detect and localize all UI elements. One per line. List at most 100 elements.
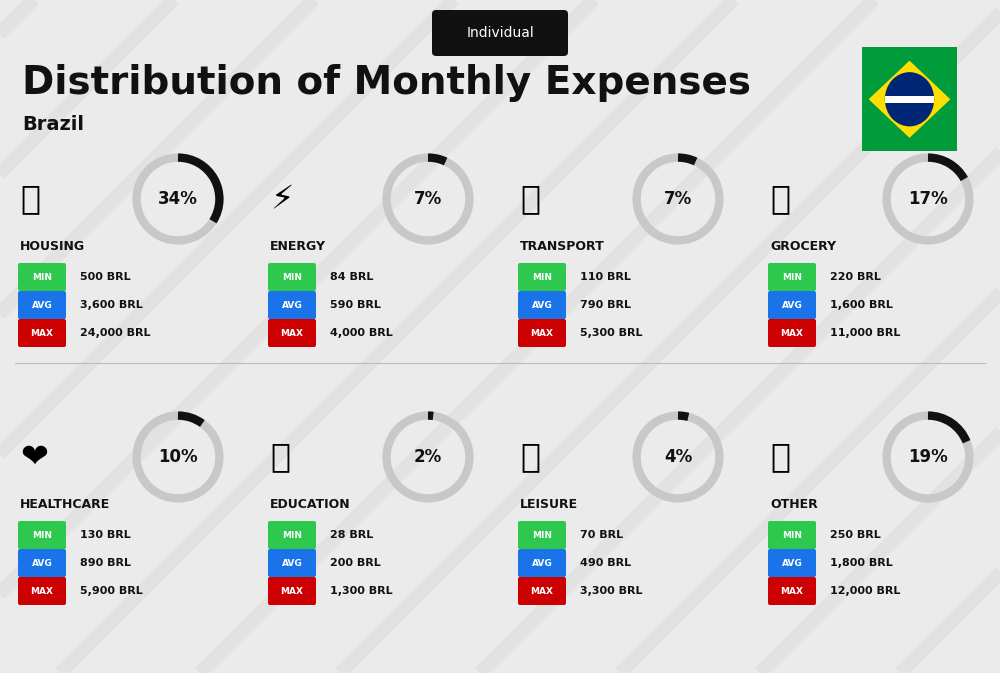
Text: 🛒: 🛒 xyxy=(770,182,790,215)
Text: 5,300 BRL: 5,300 BRL xyxy=(580,328,642,338)
Text: EDUCATION: EDUCATION xyxy=(270,499,351,511)
Text: Brazil: Brazil xyxy=(22,116,84,135)
Text: 💰: 💰 xyxy=(770,441,790,474)
Text: LEISURE: LEISURE xyxy=(520,499,578,511)
Text: ⚡: ⚡ xyxy=(270,182,293,215)
Text: MAX: MAX xyxy=(31,586,54,596)
Text: 3,600 BRL: 3,600 BRL xyxy=(80,300,143,310)
Text: TRANSPORT: TRANSPORT xyxy=(520,240,605,254)
Text: HEALTHCARE: HEALTHCARE xyxy=(20,499,110,511)
Text: MIN: MIN xyxy=(782,530,802,540)
FancyBboxPatch shape xyxy=(432,10,568,56)
Text: 250 BRL: 250 BRL xyxy=(830,530,881,540)
Text: HOUSING: HOUSING xyxy=(20,240,85,254)
Text: 7%: 7% xyxy=(664,190,692,208)
Text: 220 BRL: 220 BRL xyxy=(830,272,881,282)
Text: MIN: MIN xyxy=(782,273,802,281)
Text: 490 BRL: 490 BRL xyxy=(580,558,631,568)
Text: 70 BRL: 70 BRL xyxy=(580,530,623,540)
Text: 130 BRL: 130 BRL xyxy=(80,530,131,540)
Text: AVG: AVG xyxy=(532,559,552,567)
Text: 2%: 2% xyxy=(414,448,442,466)
Text: AVG: AVG xyxy=(32,559,52,567)
Text: OTHER: OTHER xyxy=(770,499,818,511)
Text: AVG: AVG xyxy=(32,301,52,310)
Text: 34%: 34% xyxy=(158,190,198,208)
Text: 110 BRL: 110 BRL xyxy=(580,272,631,282)
Text: 24,000 BRL: 24,000 BRL xyxy=(80,328,150,338)
Text: MAX: MAX xyxy=(530,328,554,337)
FancyBboxPatch shape xyxy=(18,263,66,291)
Text: AVG: AVG xyxy=(782,559,802,567)
Text: MIN: MIN xyxy=(532,530,552,540)
Text: 200 BRL: 200 BRL xyxy=(330,558,381,568)
Text: 28 BRL: 28 BRL xyxy=(330,530,373,540)
Text: GROCERY: GROCERY xyxy=(770,240,836,254)
Text: 🛍: 🛍 xyxy=(520,441,540,474)
Text: 10%: 10% xyxy=(158,448,198,466)
FancyBboxPatch shape xyxy=(768,291,816,319)
Text: MAX: MAX xyxy=(780,328,804,337)
Text: 500 BRL: 500 BRL xyxy=(80,272,131,282)
FancyBboxPatch shape xyxy=(18,577,66,605)
Text: 17%: 17% xyxy=(908,190,948,208)
Text: MIN: MIN xyxy=(32,273,52,281)
FancyBboxPatch shape xyxy=(518,291,566,319)
FancyBboxPatch shape xyxy=(518,577,566,605)
Text: AVG: AVG xyxy=(282,301,302,310)
FancyBboxPatch shape xyxy=(18,549,66,577)
FancyBboxPatch shape xyxy=(768,549,816,577)
FancyBboxPatch shape xyxy=(518,521,566,549)
Text: 4,000 BRL: 4,000 BRL xyxy=(330,328,393,338)
Text: MAX: MAX xyxy=(281,586,304,596)
Text: MAX: MAX xyxy=(31,328,54,337)
Text: 19%: 19% xyxy=(908,448,948,466)
Text: MAX: MAX xyxy=(780,586,804,596)
Text: 🎓: 🎓 xyxy=(270,441,290,474)
Text: MAX: MAX xyxy=(281,328,304,337)
Text: MAX: MAX xyxy=(530,586,554,596)
FancyBboxPatch shape xyxy=(268,263,316,291)
Text: 890 BRL: 890 BRL xyxy=(80,558,131,568)
Text: Distribution of Monthly Expenses: Distribution of Monthly Expenses xyxy=(22,64,751,102)
FancyBboxPatch shape xyxy=(268,291,316,319)
FancyBboxPatch shape xyxy=(18,319,66,347)
FancyBboxPatch shape xyxy=(768,577,816,605)
Bar xyxy=(885,96,934,103)
FancyBboxPatch shape xyxy=(268,521,316,549)
FancyBboxPatch shape xyxy=(268,549,316,577)
Circle shape xyxy=(885,72,934,127)
Text: 🚌: 🚌 xyxy=(520,182,540,215)
Text: AVG: AVG xyxy=(532,301,552,310)
Text: 11,000 BRL: 11,000 BRL xyxy=(830,328,900,338)
Text: MIN: MIN xyxy=(282,530,302,540)
FancyBboxPatch shape xyxy=(768,521,816,549)
Text: MIN: MIN xyxy=(532,273,552,281)
Text: 12,000 BRL: 12,000 BRL xyxy=(830,586,900,596)
Text: 1,800 BRL: 1,800 BRL xyxy=(830,558,893,568)
Text: 790 BRL: 790 BRL xyxy=(580,300,631,310)
Text: 84 BRL: 84 BRL xyxy=(330,272,373,282)
FancyBboxPatch shape xyxy=(18,521,66,549)
FancyBboxPatch shape xyxy=(18,291,66,319)
FancyBboxPatch shape xyxy=(268,319,316,347)
Text: 590 BRL: 590 BRL xyxy=(330,300,381,310)
Text: Individual: Individual xyxy=(466,26,534,40)
Polygon shape xyxy=(869,61,950,138)
FancyBboxPatch shape xyxy=(268,577,316,605)
Text: 3,300 BRL: 3,300 BRL xyxy=(580,586,642,596)
FancyBboxPatch shape xyxy=(768,263,816,291)
FancyBboxPatch shape xyxy=(768,319,816,347)
FancyBboxPatch shape xyxy=(518,263,566,291)
Text: 7%: 7% xyxy=(414,190,442,208)
Text: 1,300 BRL: 1,300 BRL xyxy=(330,586,393,596)
Text: MIN: MIN xyxy=(282,273,302,281)
Text: MIN: MIN xyxy=(32,530,52,540)
Text: ENERGY: ENERGY xyxy=(270,240,326,254)
Text: 🏢: 🏢 xyxy=(20,182,40,215)
Text: AVG: AVG xyxy=(282,559,302,567)
Text: 1,600 BRL: 1,600 BRL xyxy=(830,300,893,310)
FancyBboxPatch shape xyxy=(518,319,566,347)
Text: 4%: 4% xyxy=(664,448,692,466)
Text: ❤: ❤ xyxy=(20,441,48,474)
